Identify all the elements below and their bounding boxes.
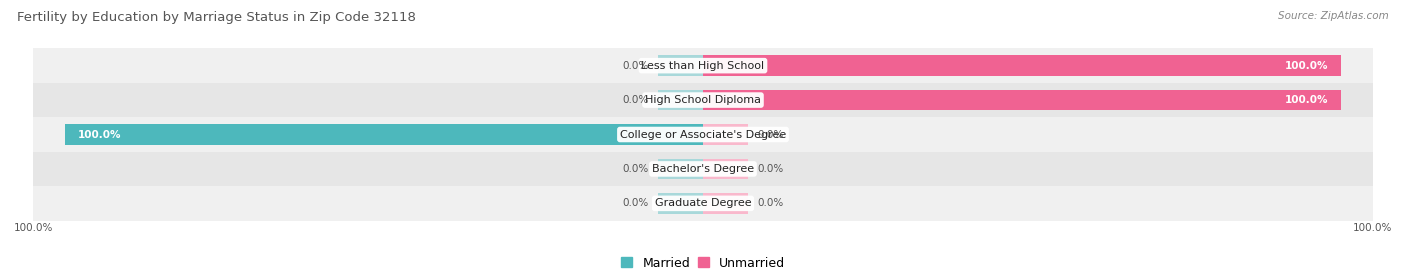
Text: 0.0%: 0.0% <box>758 198 783 208</box>
Bar <box>34 186 1372 221</box>
Bar <box>703 124 748 145</box>
Bar <box>703 193 748 214</box>
Text: Source: ZipAtlas.com: Source: ZipAtlas.com <box>1278 11 1389 21</box>
Text: Less than High School: Less than High School <box>641 61 765 71</box>
Bar <box>34 83 1372 117</box>
Bar <box>658 159 703 179</box>
Text: 0.0%: 0.0% <box>623 95 648 105</box>
Text: 0.0%: 0.0% <box>758 164 783 174</box>
Bar <box>34 152 1372 186</box>
Text: Graduate Degree: Graduate Degree <box>655 198 751 208</box>
Bar <box>703 159 748 179</box>
Bar <box>703 90 1341 110</box>
Text: 100.0%: 100.0% <box>1285 95 1329 105</box>
Text: 100.0%: 100.0% <box>14 223 53 233</box>
Bar <box>658 55 703 76</box>
Bar <box>34 117 1372 152</box>
Text: 100.0%: 100.0% <box>1353 223 1392 233</box>
Text: 0.0%: 0.0% <box>623 164 648 174</box>
Text: 100.0%: 100.0% <box>1285 61 1329 71</box>
Text: 0.0%: 0.0% <box>623 61 648 71</box>
Bar <box>658 193 703 214</box>
Text: Fertility by Education by Marriage Status in Zip Code 32118: Fertility by Education by Marriage Statu… <box>17 11 416 24</box>
Bar <box>658 90 703 110</box>
Text: 0.0%: 0.0% <box>758 129 783 140</box>
Text: College or Associate's Degree: College or Associate's Degree <box>620 129 786 140</box>
Text: High School Diploma: High School Diploma <box>645 95 761 105</box>
Bar <box>34 48 1372 83</box>
Bar <box>65 124 703 145</box>
Text: 100.0%: 100.0% <box>77 129 121 140</box>
Text: 0.0%: 0.0% <box>623 198 648 208</box>
Legend: Married, Unmarried: Married, Unmarried <box>616 252 790 269</box>
Bar <box>703 55 1341 76</box>
Text: Bachelor's Degree: Bachelor's Degree <box>652 164 754 174</box>
